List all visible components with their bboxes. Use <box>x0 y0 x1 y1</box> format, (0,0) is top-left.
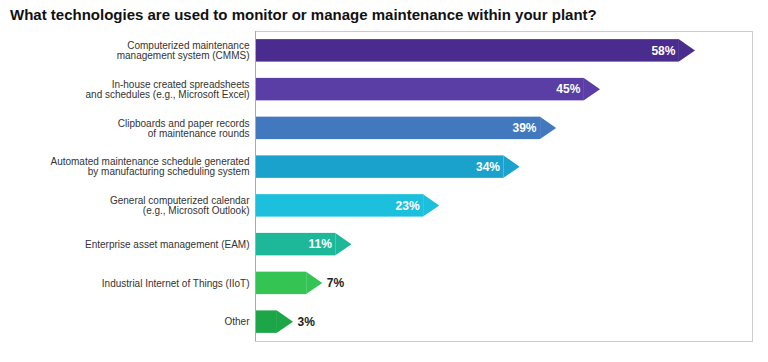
svg-text:11%: 11% <box>309 237 333 251</box>
svg-text:Clipboards and paper recordsof: Clipboards and paper recordsof maintenan… <box>118 118 250 139</box>
svg-text:Automated maintenance schedule: Automated maintenance schedule generated… <box>50 156 249 177</box>
svg-text:In-house created spreadsheetsa: In-house created spreadsheetsand schedul… <box>86 79 250 100</box>
svg-text:34%: 34% <box>476 160 500 174</box>
svg-text:45%: 45% <box>556 82 580 96</box>
svg-text:General computerized calendar(: General computerized calendar(e.g., Micr… <box>110 195 250 216</box>
svg-text:Enterprise asset management (E: Enterprise asset management (EAM) <box>85 239 250 250</box>
svg-text:23%: 23% <box>396 199 420 213</box>
svg-text:Computerized maintenancemanage: Computerized maintenancemanagement syste… <box>117 40 250 61</box>
svg-text:7%: 7% <box>327 276 345 290</box>
svg-text:Industrial Internet of Things: Industrial Internet of Things (IIoT) <box>102 278 250 289</box>
svg-text:Other: Other <box>224 316 250 327</box>
svg-text:3%: 3% <box>298 315 316 329</box>
svg-text:58%: 58% <box>651 44 675 58</box>
svg-text:39%: 39% <box>513 121 537 135</box>
html-text:What technologies are used to: What technologies are used to monitor or… <box>10 6 597 23</box>
